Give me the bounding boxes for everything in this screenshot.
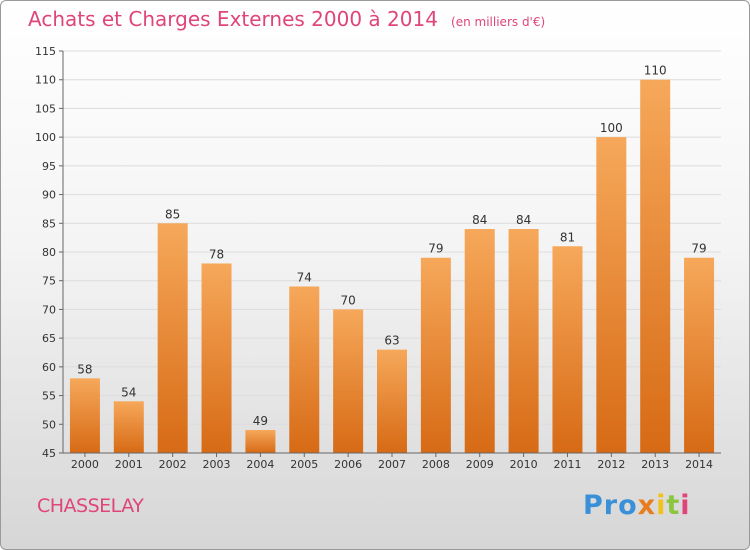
- logo-part: x: [637, 490, 657, 521]
- value-label: 54: [121, 385, 136, 399]
- y-tick-label: 65: [42, 332, 56, 345]
- bar: [684, 257, 715, 453]
- value-label: 85: [165, 207, 180, 221]
- title-row: Achats et Charges Externes 2000 à 2014 (…: [28, 7, 545, 31]
- value-label: 81: [560, 230, 575, 244]
- x-tick-label: 2000: [71, 458, 99, 471]
- y-tick-label: 100: [35, 131, 56, 144]
- x-tick-label: 2002: [159, 458, 187, 471]
- bar: [245, 430, 276, 453]
- value-label: 79: [428, 242, 443, 256]
- y-tick-label: 50: [42, 418, 56, 431]
- x-tick-label: 2006: [334, 458, 362, 471]
- value-label: 49: [253, 414, 268, 428]
- chart-title: Achats et Charges Externes 2000 à 2014: [28, 7, 438, 31]
- value-label: 79: [691, 242, 706, 256]
- x-tick-label: 2008: [422, 458, 450, 471]
- x-tick-label: 2011: [553, 458, 581, 471]
- x-tick-label: 2001: [115, 458, 143, 471]
- y-tick-label: 115: [35, 45, 56, 58]
- y-tick-label: 110: [35, 74, 56, 87]
- commune-name: CHASSELAY: [37, 495, 144, 517]
- value-label: 63: [384, 334, 399, 348]
- value-label: 110: [644, 64, 667, 78]
- y-tick-label: 70: [42, 303, 56, 316]
- bar: [596, 137, 627, 453]
- bar: [69, 378, 100, 453]
- x-tick-label: 2004: [246, 458, 274, 471]
- x-tick-label: 2009: [466, 458, 494, 471]
- y-tick-label: 75: [42, 275, 56, 288]
- chart-unit: (en milliers d'€): [451, 15, 546, 29]
- x-tick-label: 2003: [203, 458, 231, 471]
- y-tick-label: 95: [42, 160, 56, 173]
- y-tick-label: 90: [42, 189, 56, 202]
- value-label: 84: [472, 213, 487, 227]
- logo-part: i: [656, 490, 667, 521]
- bar: [157, 223, 188, 453]
- value-label: 74: [297, 270, 312, 284]
- y-tick-label: 45: [42, 447, 56, 460]
- bar: [640, 79, 671, 453]
- bar: [201, 263, 232, 453]
- value-label: 78: [209, 247, 224, 261]
- bar: [464, 229, 495, 453]
- y-tick-label: 105: [35, 102, 56, 115]
- x-tick-label: 2007: [378, 458, 406, 471]
- value-label: 100: [600, 121, 623, 135]
- value-label: 58: [77, 362, 92, 376]
- bar: [333, 309, 364, 453]
- x-tick-label: 2005: [290, 458, 318, 471]
- y-tick-label: 55: [42, 390, 56, 403]
- x-tick-label: 2013: [641, 458, 669, 471]
- x-tick-label: 2010: [510, 458, 538, 471]
- logo-part: Pro: [583, 490, 638, 521]
- x-tick-label: 2014: [685, 458, 713, 471]
- y-tick-label: 60: [42, 361, 56, 374]
- y-tick-label: 80: [42, 246, 56, 259]
- logo-part: t: [666, 490, 681, 521]
- y-tick-label: 85: [42, 217, 56, 230]
- bar: [508, 229, 539, 453]
- x-tick-label: 2012: [597, 458, 625, 471]
- bar: [113, 401, 144, 453]
- bar: [377, 349, 407, 453]
- bar: [289, 286, 320, 453]
- bar: [552, 246, 583, 453]
- value-label: 84: [516, 213, 531, 227]
- proxiti-logo: Proxiti: [583, 490, 691, 521]
- value-label: 70: [340, 293, 355, 307]
- bar: [420, 257, 451, 453]
- logo-part: i: [680, 490, 691, 521]
